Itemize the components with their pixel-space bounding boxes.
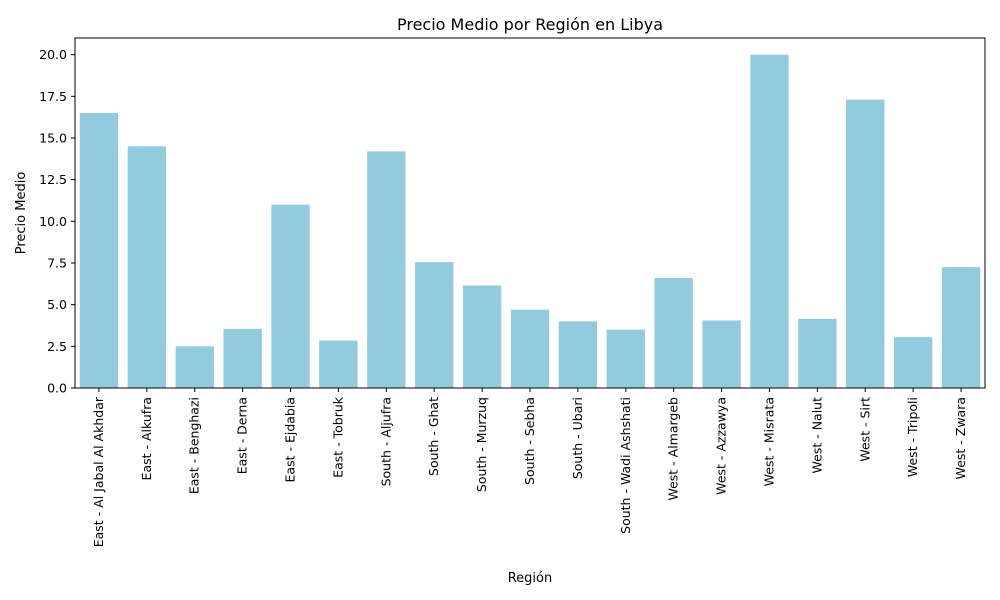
x-tick-label: West - Nalut bbox=[809, 397, 824, 474]
x-tick-label: West - Tripoli bbox=[905, 397, 920, 477]
y-axis-ticks: 0.0 2.5 5.0 7.5 10.0 12.5 15.0 17.5 20.0 bbox=[39, 47, 75, 396]
y-tick-label: 15.0 bbox=[39, 131, 67, 146]
y-tick-label: 20.0 bbox=[39, 47, 67, 62]
x-tick-label: South - Sebha bbox=[522, 397, 537, 485]
bar bbox=[750, 54, 789, 389]
bar bbox=[606, 329, 645, 388]
x-tick-label: East - Alkufra bbox=[139, 397, 154, 480]
y-tick-label: 0.0 bbox=[47, 381, 67, 396]
x-tick-label: East - Derna bbox=[235, 397, 250, 474]
x-tick-label: West - Sirt bbox=[857, 397, 872, 462]
bar bbox=[175, 346, 214, 388]
x-tick-label: East - Ejdabia bbox=[283, 397, 298, 482]
bar bbox=[941, 267, 981, 388]
bar bbox=[894, 337, 933, 388]
axes-frame bbox=[74, 37, 986, 389]
bar bbox=[558, 321, 598, 388]
x-tick-label: East - Al Jabal Al Akhdar bbox=[91, 396, 106, 547]
bar bbox=[79, 113, 119, 388]
bar bbox=[223, 328, 262, 388]
bar bbox=[462, 285, 502, 388]
bar bbox=[702, 320, 741, 388]
x-tick-label: West - Zwara bbox=[953, 397, 968, 479]
bar bbox=[654, 278, 693, 388]
chart-title: Precio Medio por Región en Libya bbox=[397, 15, 663, 34]
x-tick-label: South - Ghat bbox=[426, 397, 441, 476]
x-axis-ticks: East - Al Jabal Al Akhdar East - Alkufra E… bbox=[91, 388, 968, 547]
x-tick-label: West - Azzawya bbox=[714, 397, 729, 495]
y-tick-label: 7.5 bbox=[47, 256, 67, 271]
x-tick-label: South - Murzuq bbox=[474, 397, 489, 492]
x-tick-label: South - Ubari bbox=[570, 397, 585, 479]
y-tick-label: 2.5 bbox=[47, 339, 67, 354]
bar bbox=[415, 262, 454, 388]
x-tick-label: East - Benghazi bbox=[187, 397, 202, 494]
x-tick-label: South - Aljufra bbox=[378, 397, 393, 486]
y-tick-label: 17.5 bbox=[39, 89, 67, 104]
x-axis-label: Región bbox=[508, 571, 553, 586]
bars-group bbox=[79, 54, 981, 389]
y-tick-label: 10.0 bbox=[39, 214, 67, 229]
bar bbox=[127, 146, 166, 388]
y-tick-label: 12.5 bbox=[39, 172, 67, 187]
y-axis-label: Precio Medio bbox=[14, 172, 29, 255]
x-tick-label: West - Almargeb bbox=[666, 397, 681, 501]
bar bbox=[319, 340, 358, 388]
bar bbox=[271, 204, 310, 388]
bar bbox=[798, 318, 837, 388]
bar bbox=[510, 309, 550, 388]
x-tick-label: East - Tobruk bbox=[330, 396, 345, 478]
bar bbox=[367, 151, 406, 388]
bar bbox=[846, 99, 885, 389]
y-tick-label: 5.0 bbox=[47, 297, 67, 312]
x-tick-label: South - Wadi Ashshati bbox=[618, 397, 633, 534]
x-tick-label: West - Misrata bbox=[761, 397, 776, 486]
